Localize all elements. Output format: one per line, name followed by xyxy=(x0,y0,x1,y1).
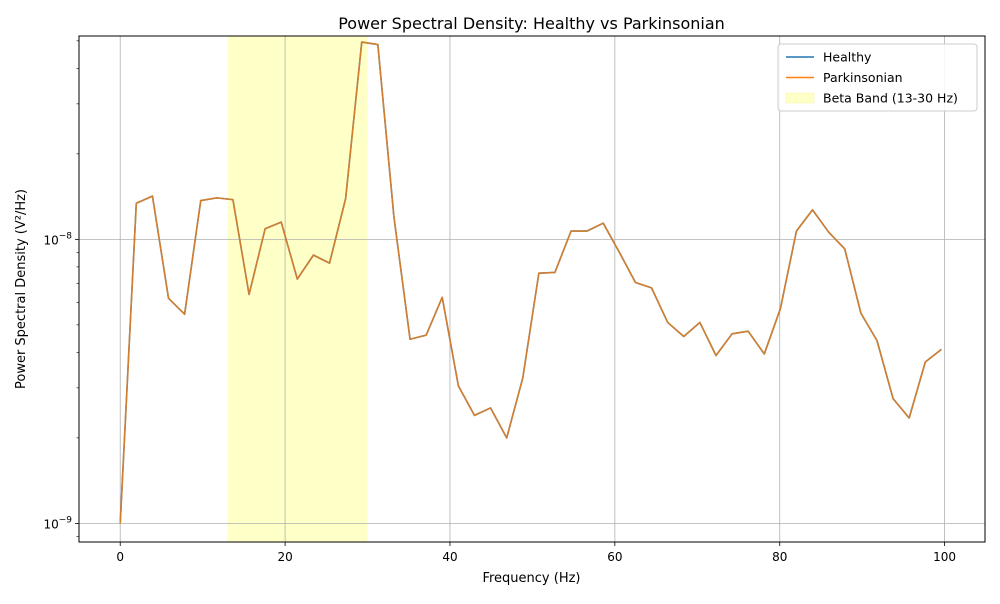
chart-title: Power Spectral Density: Healthy vs Parki… xyxy=(338,14,725,33)
y-tick-label: 10−9 xyxy=(43,515,72,531)
legend-label-healthy: Healthy xyxy=(823,50,872,65)
x-axis-label: Frequency (Hz) xyxy=(482,571,580,586)
legend-label-beta-band: Beta Band (13-30 Hz) xyxy=(823,91,958,106)
x-tick-label: 20 xyxy=(277,550,292,564)
legend-box xyxy=(777,43,978,112)
x-tick-label: 0 xyxy=(116,550,124,564)
legend-label-parkinsonian: Parkinsonian xyxy=(823,70,903,85)
x-tick-label: 80 xyxy=(772,550,787,564)
y-tick-label: 10−8 xyxy=(43,231,72,247)
x-tick-label: 60 xyxy=(607,550,622,564)
x-tick-label: 40 xyxy=(442,550,457,564)
axes-frame xyxy=(78,35,986,543)
x-tick-label: 100 xyxy=(933,550,956,564)
y-axis-label: Power Spectral Density (V²/Hz) xyxy=(14,189,29,389)
series-line-parkinsonian xyxy=(119,41,942,524)
legend-swatch-beta-band xyxy=(785,92,815,104)
